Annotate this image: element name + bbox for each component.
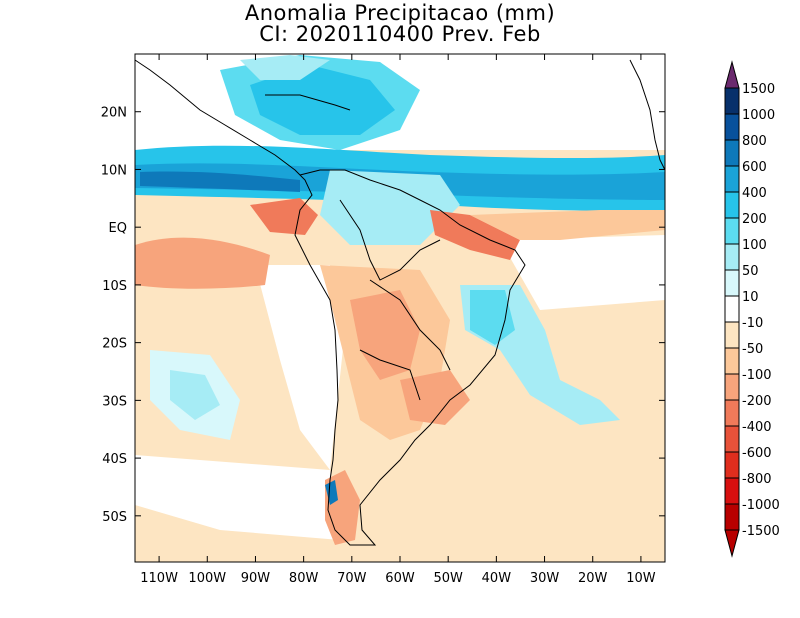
wet-south-chile	[325, 480, 338, 505]
dry-bolivia	[350, 290, 420, 380]
colorbar-bin	[724, 295, 740, 323]
lat-tick-label: EQ	[109, 221, 127, 236]
colorbar-bin	[724, 373, 740, 401]
lon-axis: 110W 100W 90W 80W 70W 60W 50W 40W 30W 20W 10W	[140, 54, 656, 586]
lat-tick-label: 30S	[102, 394, 127, 409]
colorbar-label: 600	[742, 160, 767, 175]
colorbar: 1500 1000 800 600 400 200 100 50 10 -10 -50 -100 -20…	[724, 60, 780, 558]
colorbar-label: 800	[742, 134, 767, 149]
colorbar-label: 200	[742, 212, 767, 227]
chart-title-line1: Anomalia Precipitacao (mm)	[244, 1, 556, 25]
lon-tick-label: 80W	[289, 571, 319, 586]
lat-tick-label: 20S	[102, 337, 127, 352]
colorbar-bin	[724, 503, 740, 531]
chart-title-line2: CI: 2020110400 Prev. Feb	[259, 22, 541, 46]
colorbar-bin	[724, 87, 740, 115]
lat-tick-label: 40S	[102, 452, 127, 467]
lat-tick-label: 50S	[102, 510, 127, 525]
colorbar-bin	[724, 451, 740, 479]
lon-tick-label: 100W	[188, 571, 226, 586]
colorbar-label: -1500	[742, 524, 780, 539]
africa-coast	[629, 59, 666, 171]
dry-ecuador	[250, 198, 318, 235]
greater-antilles	[265, 94, 351, 111]
colorbar-bin	[724, 477, 740, 505]
lon-tick-label: 40W	[482, 571, 512, 586]
lon-tick-label: 20W	[578, 571, 608, 586]
colorbar-bottom-arrow	[724, 529, 740, 558]
country-borders-center	[369, 279, 451, 371]
wet-caribbean-inner	[250, 65, 395, 135]
colorbar-label: -1000	[742, 498, 780, 513]
lat-tick-label: 10S	[102, 279, 127, 294]
colorbar-label: -100	[742, 368, 772, 383]
colorbar-bin	[724, 113, 740, 141]
white-chile-coast	[255, 265, 345, 470]
lon-tick-label: 30W	[530, 571, 560, 586]
wet-gulf	[240, 55, 330, 80]
colorbar-label: -200	[742, 394, 772, 409]
colorbar-label: -600	[742, 446, 772, 461]
lon-tick-label: 10W	[626, 571, 656, 586]
dry-east-pacific	[135, 237, 270, 289]
white-south-pacific	[135, 455, 340, 540]
colorbar-bin	[724, 425, 740, 453]
lat-tick-label: 20N	[101, 106, 127, 121]
colorbar-label: 100	[742, 238, 767, 253]
dry-equatorial-atlantic	[470, 210, 665, 240]
colorbar-label: -800	[742, 472, 772, 487]
dry-ne-brazil	[430, 210, 520, 260]
colorbar-bin	[724, 347, 740, 375]
colorbar-label: 400	[742, 186, 767, 201]
lon-tick-label: 60W	[385, 571, 415, 586]
lon-tick-label: 110W	[140, 571, 178, 586]
colorbar-label: 1500	[742, 82, 775, 97]
lon-tick-label: 50W	[433, 571, 463, 586]
lon-tick-label: 90W	[241, 571, 271, 586]
colorbar-label: 1000	[742, 108, 775, 123]
country-borders-north	[339, 199, 441, 281]
colorbar-label: -50	[742, 342, 763, 357]
country-borders-south	[359, 349, 421, 401]
white-atlantic	[500, 235, 665, 310]
colorbar-bin	[724, 269, 740, 297]
colorbar-bin	[724, 321, 740, 349]
colorbar-bin	[724, 217, 740, 245]
lat-tick-label: 10N	[101, 163, 127, 178]
anomaly-field	[135, 54, 665, 562]
coastlines	[134, 59, 666, 546]
lon-tick-label: 70W	[337, 571, 367, 586]
colorbar-bin	[724, 399, 740, 427]
colorbar-top-arrow	[724, 60, 740, 89]
itcz-band-core	[140, 171, 300, 192]
colorbar-bin	[724, 139, 740, 167]
colorbar-bin	[724, 243, 740, 271]
sacz-core	[470, 290, 515, 345]
colorbar-label: -10	[742, 316, 763, 331]
americas-coastline	[134, 59, 526, 546]
colorbar-label: 50	[742, 264, 759, 279]
colorbar-label: -400	[742, 420, 772, 435]
colorbar-label: 10	[742, 290, 759, 305]
wet-se-pacific-core	[170, 370, 220, 420]
colorbar-bin	[724, 191, 740, 219]
colorbar-bin	[724, 165, 740, 193]
wet-amazon-north	[320, 170, 460, 245]
lat-axis: 20N 10N EQ 10S 20S 30S 40S 50S	[101, 106, 665, 525]
dry-south-brazil	[400, 370, 470, 425]
